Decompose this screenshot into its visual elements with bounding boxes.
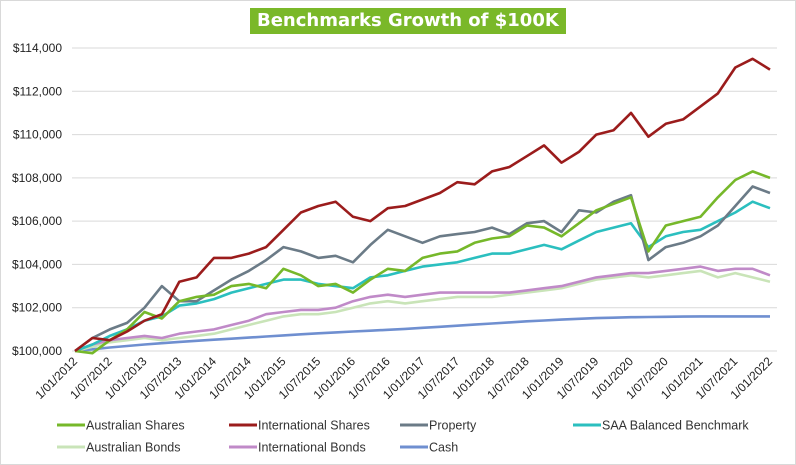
series-line-australian-bonds [74,269,771,353]
y-tick-label: $108,000 [12,171,62,185]
legend-label: SAA Balanced Benchmark [602,419,749,433]
legend-label: Australian Shares [86,419,185,433]
y-tick-label: $100,000 [12,344,62,358]
series-line-international-bonds [74,265,771,353]
series-line-australian-shares [74,170,771,355]
legend-label: Australian Bonds [86,441,181,455]
chart-title: Benchmarks Growth of $100K [250,8,566,34]
y-tick-label: $110,000 [13,128,62,142]
series-line-cash [74,315,770,353]
legend-label: International Bonds [258,441,366,455]
legend-label: Property [429,419,477,433]
legend-label: Cash [429,441,458,455]
y-tick-label: $104,000 [12,257,62,271]
y-tick-label: $106,000 [12,214,62,228]
legend-label: International Shares [258,419,370,433]
y-tick-label: $112,000 [13,84,62,98]
series-line-property [74,185,771,353]
y-tick-label: $102,000 [12,301,62,315]
series-line-international-shares [74,57,771,353]
y-tick-label: $114,000 [13,41,62,55]
